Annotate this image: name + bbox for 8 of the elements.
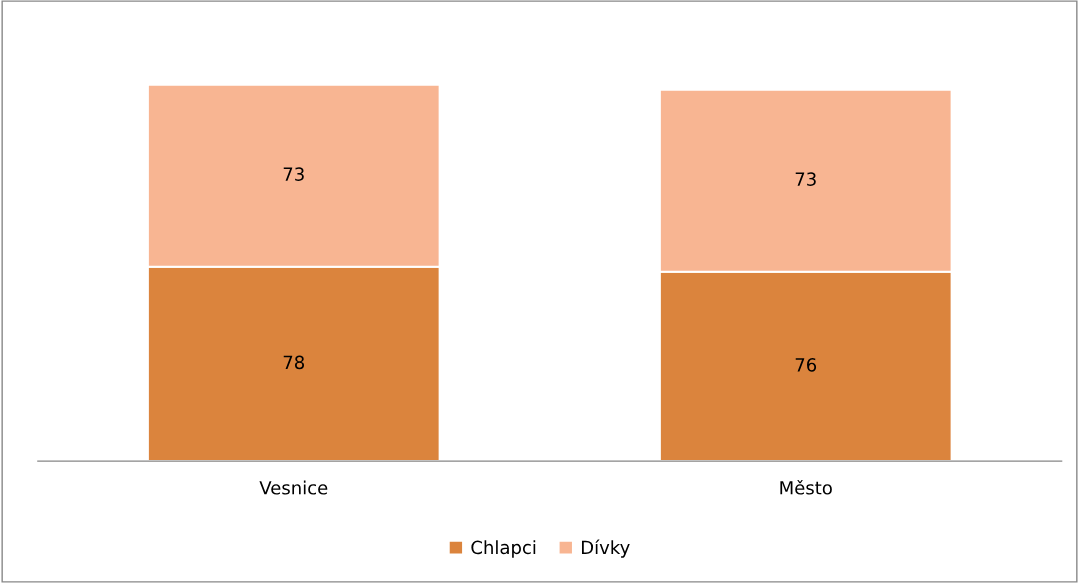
data-label: 73: [283, 167, 304, 181]
data-label: 78: [283, 355, 305, 370]
legend-label: Chlapci: [471, 540, 536, 558]
legend-label: Dívky: [581, 539, 630, 558]
x-tick-label: Vesnice: [259, 480, 328, 495]
x-tick-label: Město: [780, 479, 832, 495]
data-label: 73: [795, 172, 816, 186]
data-label: 76: [795, 358, 817, 372]
